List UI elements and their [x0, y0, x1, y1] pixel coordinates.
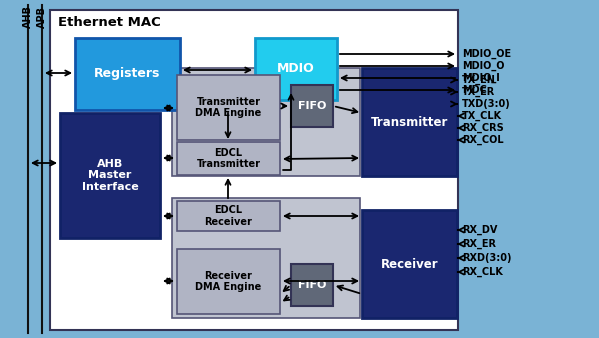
Text: RX_COL: RX_COL: [462, 135, 504, 145]
Text: MDC: MDC: [462, 85, 487, 95]
Bar: [50, 10, 458, 330]
Text: RX_CLK: RX_CLK: [462, 267, 503, 277]
Bar: [291, 264, 333, 306]
Bar: [362, 68, 457, 176]
Text: Receiver
DMA Engine: Receiver DMA Engine: [195, 271, 262, 292]
Text: MDIO_I: MDIO_I: [462, 73, 500, 83]
Text: Ethernet MAC: Ethernet MAC: [58, 16, 161, 29]
Text: TXD(3:0): TXD(3:0): [462, 99, 511, 109]
Text: AHB
Master
Interface: AHB Master Interface: [81, 159, 138, 192]
Text: TX_EN: TX_EN: [462, 75, 496, 85]
Text: RX_CRS: RX_CRS: [462, 123, 504, 133]
Bar: [177, 142, 280, 175]
Text: FIFO: FIFO: [298, 280, 326, 290]
Bar: [75, 38, 180, 110]
Text: RX_DV: RX_DV: [462, 225, 497, 235]
Text: Receiver: Receiver: [381, 258, 438, 270]
Text: RX_ER: RX_ER: [462, 239, 496, 249]
Bar: [177, 201, 280, 231]
Text: MDIO_O: MDIO_O: [462, 61, 504, 71]
Bar: [291, 85, 333, 127]
Text: MDIO_OE: MDIO_OE: [462, 49, 511, 59]
Text: FIFO: FIFO: [298, 101, 326, 111]
Text: AHB: AHB: [23, 5, 33, 28]
Text: APB: APB: [37, 6, 47, 28]
Bar: [362, 210, 457, 318]
Bar: [172, 68, 360, 176]
Text: TX_ER: TX_ER: [462, 87, 495, 97]
Bar: [172, 198, 360, 318]
Bar: [60, 113, 160, 238]
Text: Transmitter
DMA Engine: Transmitter DMA Engine: [195, 97, 262, 118]
Text: Registers: Registers: [94, 68, 161, 80]
Text: MDIO: MDIO: [277, 63, 315, 75]
Text: EDCL
Receiver: EDCL Receiver: [205, 205, 252, 227]
Bar: [177, 249, 280, 314]
Text: RXD(3:0): RXD(3:0): [462, 253, 512, 263]
Text: TX_CLK: TX_CLK: [462, 111, 502, 121]
Bar: [255, 38, 337, 100]
Bar: [177, 75, 280, 140]
Text: EDCL
Transmitter: EDCL Transmitter: [196, 148, 261, 169]
Text: Transmitter: Transmitter: [371, 116, 448, 128]
